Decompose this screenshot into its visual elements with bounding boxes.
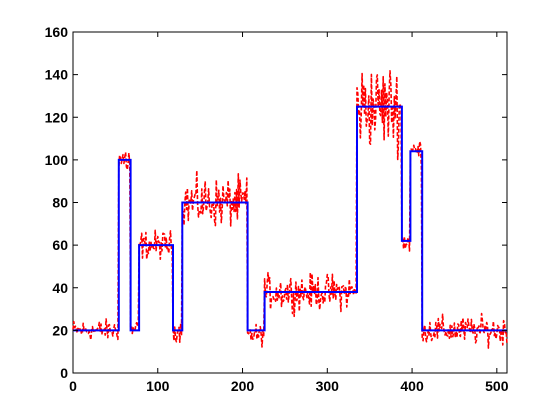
x-tick-label: 400 — [400, 378, 424, 394]
y-tick-label: 120 — [45, 109, 69, 125]
plot-area — [72, 31, 508, 374]
y-tick-label: 20 — [52, 322, 68, 338]
y-tick-label: 80 — [52, 195, 68, 211]
x-axis: 0 100 200 300 400 500 — [69, 32, 509, 394]
x-tick-label: 500 — [485, 378, 509, 394]
y-tick-label: 140 — [45, 67, 69, 83]
noisy-signal-series — [72, 70, 508, 349]
step-signal-series — [73, 105, 507, 332]
y-axis: 0 20 40 60 80 100 120 140 160 — [45, 24, 507, 381]
x-tick-label: 300 — [316, 378, 340, 394]
y-tick-label: 0 — [60, 365, 68, 381]
y-tick-label: 60 — [52, 237, 68, 253]
x-tick-label: 0 — [69, 378, 77, 394]
step-series-line — [73, 105, 507, 332]
noisy-series-line — [72, 70, 508, 349]
y-tick-label: 100 — [45, 152, 69, 168]
x-tick-label: 200 — [231, 378, 255, 394]
y-tick-label: 160 — [45, 24, 69, 40]
y-tick-label: 40 — [52, 280, 68, 296]
x-tick-label: 100 — [146, 378, 170, 394]
plot-frame — [72, 31, 508, 374]
